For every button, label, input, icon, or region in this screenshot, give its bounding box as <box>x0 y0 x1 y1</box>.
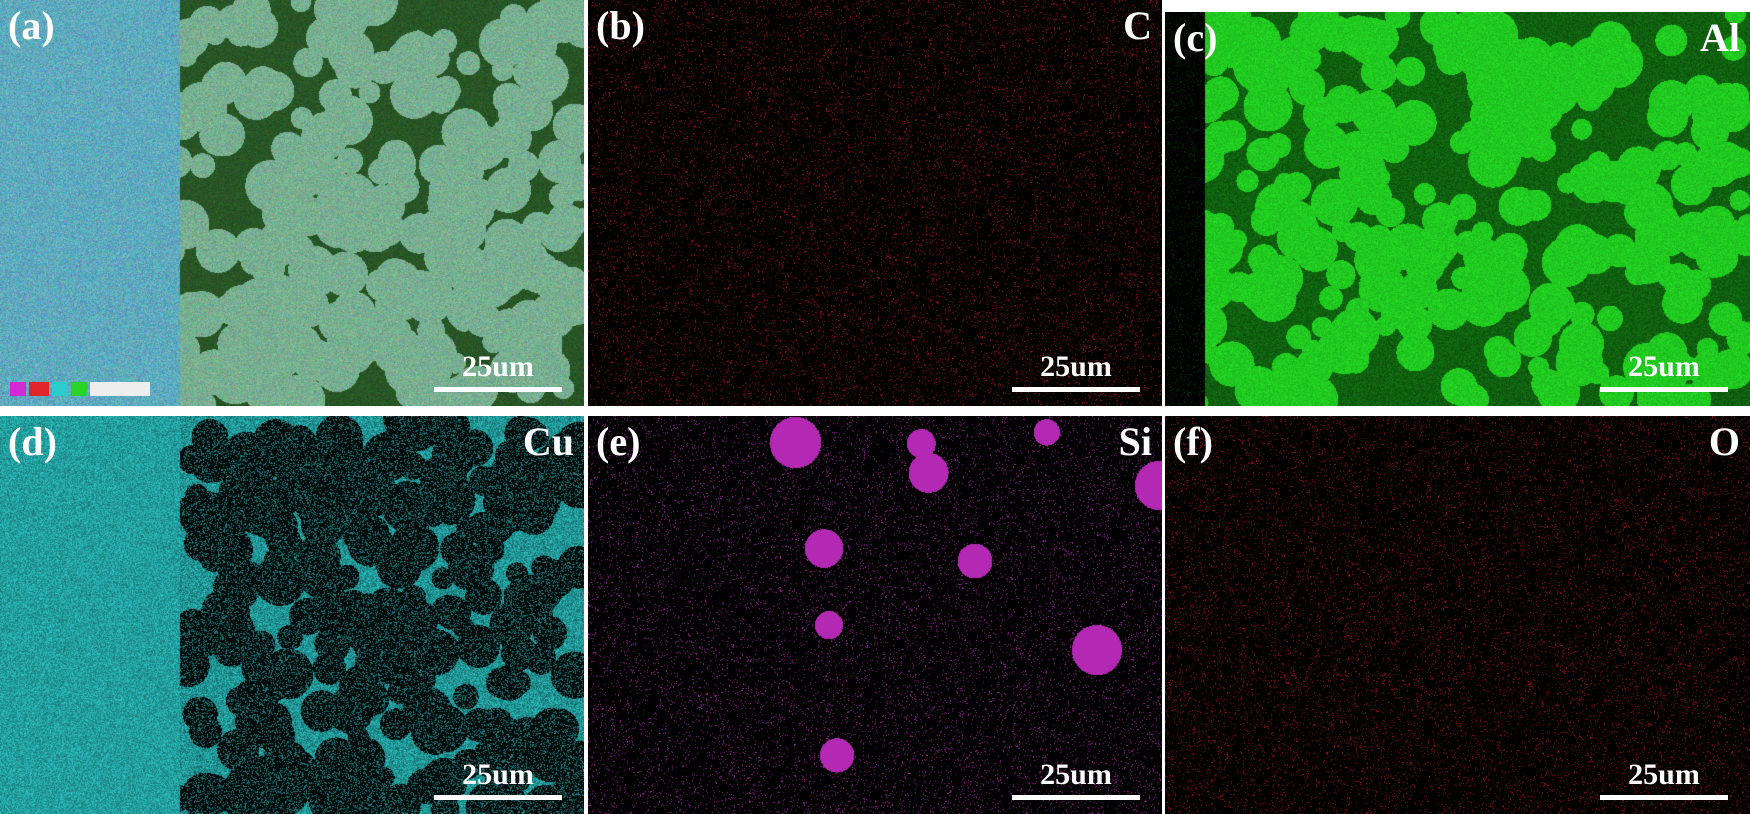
copper-map-image <box>0 416 584 814</box>
scale-bar-label: 25um <box>462 350 534 383</box>
legend-swatch-al <box>71 382 87 396</box>
panel-a-overlay: (a) 25um <box>0 0 584 406</box>
scale-bar-label: 25um <box>1040 350 1112 383</box>
element-label: C <box>1123 3 1152 48</box>
scale-bar-line <box>1012 387 1140 392</box>
scale-bar: 25um <box>1012 759 1140 800</box>
scale-bar-label: 25um <box>1040 758 1112 791</box>
scale-bar-label: 25um <box>1628 758 1700 791</box>
overlay-map-image <box>0 0 584 406</box>
scale-bar-label: 25um <box>462 758 534 791</box>
element-label: O <box>1708 419 1740 464</box>
element-label: Al <box>1700 15 1740 60</box>
scale-bar: 25um <box>434 351 562 392</box>
aluminum-map-image <box>1165 12 1750 406</box>
panel-label: (e) <box>596 419 641 464</box>
panel-label: (d) <box>8 419 57 464</box>
scale-bar-line <box>1012 795 1140 800</box>
scale-bar-line <box>1600 795 1728 800</box>
scale-bar: 25um <box>434 759 562 800</box>
element-label: Si <box>1118 419 1152 464</box>
panel-label: (a) <box>8 3 55 48</box>
panel-label: (c) <box>1173 15 1218 60</box>
scale-bar-line <box>434 795 562 800</box>
scale-bar-line <box>1600 387 1728 392</box>
scale-bar: 25um <box>1600 759 1728 800</box>
silicon-map-image <box>588 416 1162 814</box>
panel-label: (b) <box>596 3 645 48</box>
panel-f-oxygen: (f) O 25um <box>1165 416 1750 814</box>
legend-swatch-c <box>29 382 49 396</box>
element-legend <box>10 382 150 396</box>
scale-bar: 25um <box>1600 351 1728 392</box>
legend-swatch-electron-image <box>90 382 150 396</box>
scale-bar-label: 25um <box>1628 350 1700 383</box>
scale-bar-line <box>434 387 562 392</box>
panel-c-aluminum: (c) Al 25um <box>1165 12 1750 406</box>
oxygen-map-image <box>1165 416 1750 814</box>
legend-swatch-cu <box>52 382 68 396</box>
carbon-map-image <box>588 0 1162 406</box>
element-label: Cu <box>522 419 574 464</box>
panel-d-copper: (d) Cu 25um <box>0 416 584 814</box>
panel-label: (f) <box>1173 419 1213 464</box>
legend-swatch-si <box>10 382 26 396</box>
panel-e-silicon: (e) Si 25um <box>588 416 1162 814</box>
panel-b-carbon: (b) C 25um <box>588 0 1162 406</box>
scale-bar: 25um <box>1012 351 1140 392</box>
